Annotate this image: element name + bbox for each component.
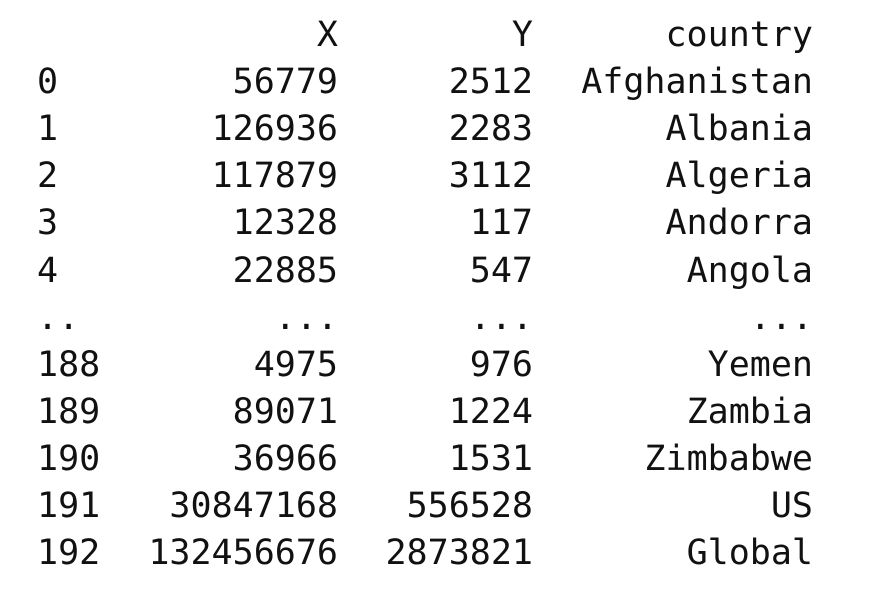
cell-value: 556528 xyxy=(406,486,533,526)
cell-value: 1531 xyxy=(448,438,533,479)
cell-value: 117 xyxy=(469,203,533,244)
column-header: country xyxy=(665,15,813,55)
cell-value: 4975 xyxy=(253,344,338,385)
cell-value: 12328 xyxy=(232,203,338,244)
cell-value: Afghanistan xyxy=(581,62,813,103)
cell-value: 2283 xyxy=(448,109,533,150)
column-header: Y xyxy=(511,15,533,55)
cell-value: 89071 xyxy=(232,391,338,432)
cell-value: 547 xyxy=(469,250,533,291)
cell-value: Angola xyxy=(686,250,813,291)
row-index: 189 xyxy=(37,391,101,432)
row-index: .. xyxy=(37,297,80,338)
row-index: 4 xyxy=(37,250,59,291)
row-index: 191 xyxy=(37,486,101,526)
cell-value: Zambia xyxy=(686,391,813,432)
cell-value: Zimbabwe xyxy=(644,438,813,479)
cell-value: Andorra xyxy=(665,203,813,244)
cell-value: 132456676 xyxy=(148,533,338,574)
cell-value: Algeria xyxy=(665,156,813,197)
row-index: 188 xyxy=(37,344,101,385)
cell-value: 36966 xyxy=(232,438,338,479)
cell-value: ... xyxy=(469,297,533,338)
cell-value: 30847168 xyxy=(169,486,338,526)
row-index: 3 xyxy=(37,203,59,244)
cell-value: ... xyxy=(749,297,813,338)
cell-value: 2873821 xyxy=(385,533,533,574)
row-index: 2 xyxy=(37,156,59,197)
cell-value: US xyxy=(770,486,813,526)
cell-value: 117879 xyxy=(211,156,338,197)
cell-value: Yemen xyxy=(707,344,813,385)
cell-value: 126936 xyxy=(211,109,338,150)
cell-value: 56779 xyxy=(232,62,338,103)
cell-value: Albania xyxy=(665,109,813,150)
cell-value: ... xyxy=(274,297,338,338)
cell-value: Global xyxy=(686,533,813,574)
cell-value: 22885 xyxy=(232,250,338,291)
row-index: 192 xyxy=(37,533,101,574)
cell-value: 1224 xyxy=(448,391,533,432)
column-header: X xyxy=(316,15,338,55)
cell-value: 976 xyxy=(469,344,533,385)
cell-value: 2512 xyxy=(448,62,533,103)
row-index: 1 xyxy=(37,109,59,150)
row-index: 190 xyxy=(37,438,101,479)
row-index: 0 xyxy=(37,62,59,103)
cell-value: 3112 xyxy=(448,156,533,197)
